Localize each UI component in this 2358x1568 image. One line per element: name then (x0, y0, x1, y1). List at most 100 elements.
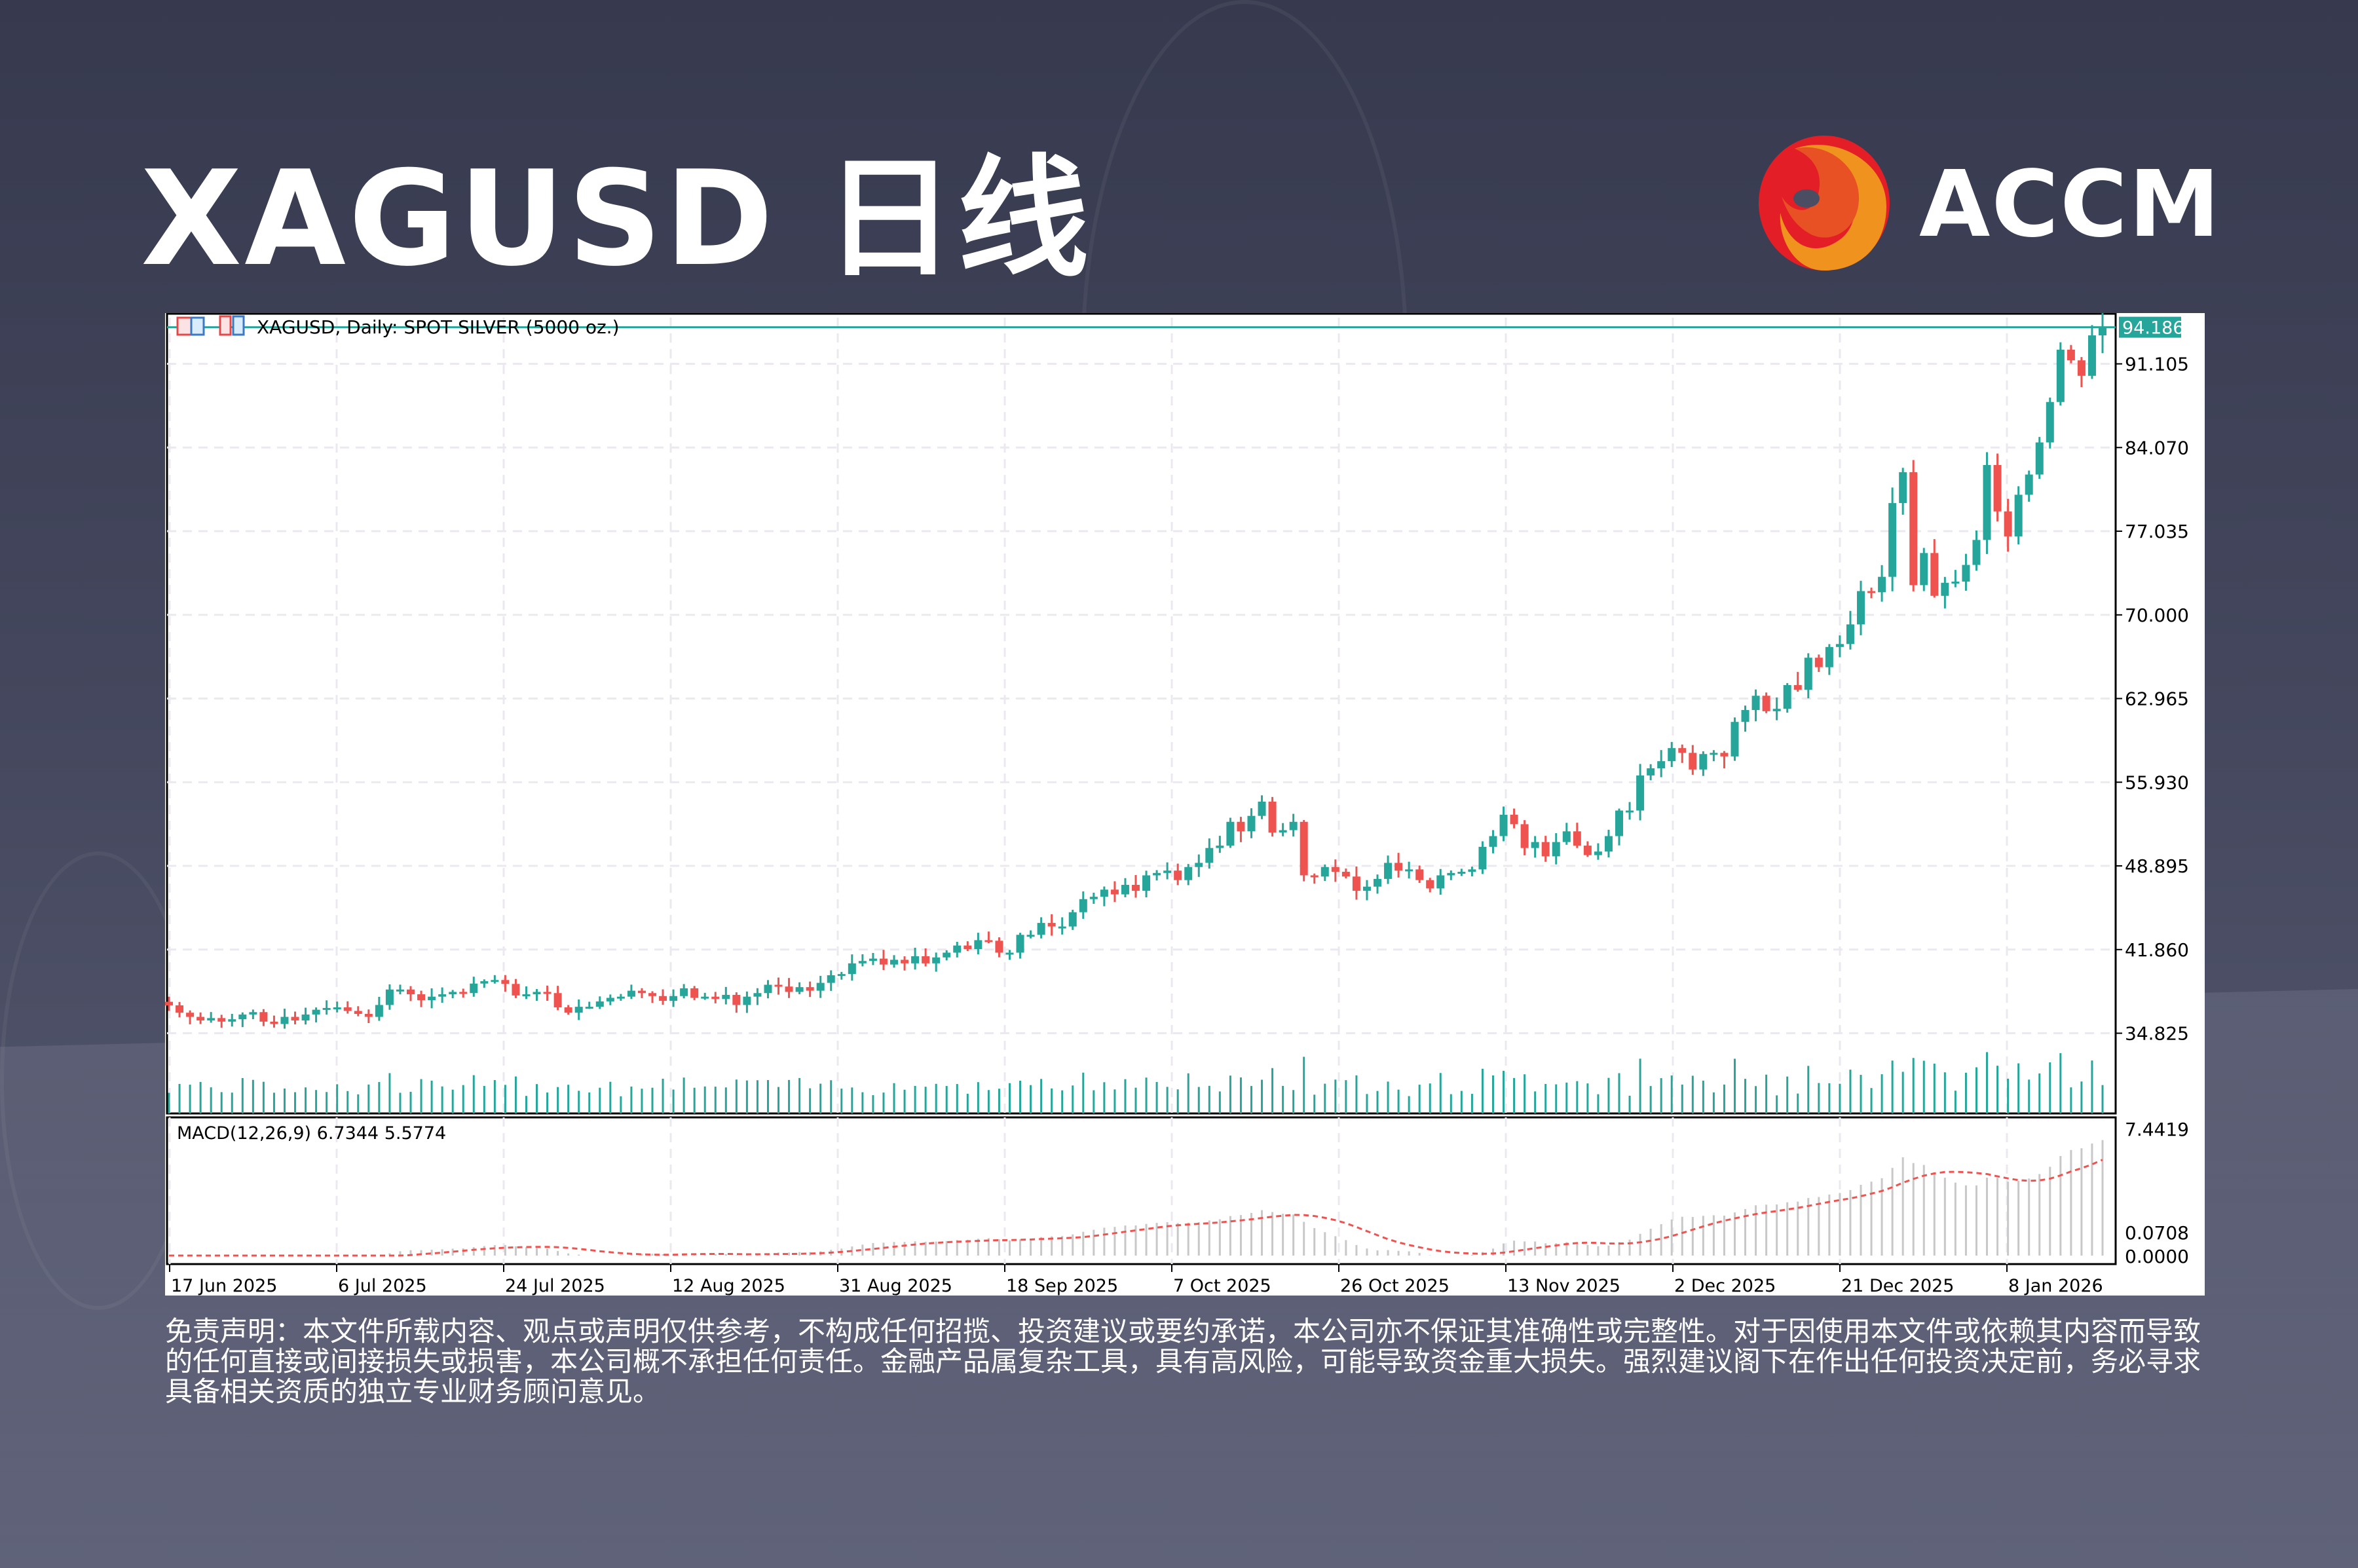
candle-up (606, 998, 614, 1001)
candle-up (1026, 935, 1035, 937)
candle-down (1352, 876, 1360, 891)
candle-down (1047, 923, 1056, 927)
macd-signal-line (169, 1159, 2103, 1257)
candle-up (1163, 870, 1172, 873)
y-tick-label: 91.105 (2125, 354, 2189, 375)
chart-template-icon-part (232, 315, 245, 336)
candle-up (616, 996, 625, 999)
candle-up (533, 992, 541, 995)
candle-up (1195, 863, 1203, 867)
x-tick-label: 8 Jan 2026 (2008, 1276, 2103, 1296)
candle-down (196, 1017, 205, 1020)
candle-up (816, 982, 825, 991)
brand-name: ACCM (1919, 151, 2222, 258)
candle-up (1016, 935, 1024, 953)
candle-down (1132, 884, 1140, 891)
candle-up (1499, 814, 1508, 836)
candle-up (1699, 754, 1708, 770)
candle-down (1174, 870, 1182, 880)
candle-up (2087, 335, 2096, 376)
candle-up (932, 957, 941, 963)
candle-up (1562, 831, 1571, 842)
candle-up (1005, 952, 1014, 955)
x-tick-label: 13 Nov 2025 (1507, 1276, 1620, 1296)
candle-up (974, 940, 982, 950)
candle-down (1426, 880, 1434, 889)
candle-up (491, 980, 499, 982)
candle-down (291, 1017, 299, 1020)
candle-down (922, 956, 930, 963)
candle-up (1899, 472, 1907, 504)
x-tick-label: 24 Jul 2025 (505, 1276, 605, 1296)
chart-template-icon (219, 315, 245, 336)
candle-up (1983, 464, 1991, 540)
candle-down (2067, 349, 2075, 361)
candle-up (1457, 872, 1466, 874)
candle-up (449, 992, 457, 995)
candle-up (1362, 886, 1371, 891)
x-tick-label: 2 Dec 2025 (1674, 1276, 1776, 1296)
candle-up (1384, 863, 1393, 879)
y-tick-label: 77.035 (2125, 521, 2189, 542)
x-tick-label: 18 Sep 2025 (1006, 1276, 1118, 1296)
candle-up (1489, 836, 1497, 847)
candle-down (1720, 753, 1729, 756)
candle-up (301, 1014, 310, 1020)
candle-down (417, 994, 426, 1001)
candle-down (659, 996, 667, 1001)
candle-down (343, 1007, 352, 1011)
candle-down (1268, 801, 1277, 833)
candle-down (1909, 472, 1918, 586)
candle-up (869, 958, 877, 961)
candle-up (280, 1017, 289, 1024)
candle-up (1825, 646, 1833, 667)
candle-down (459, 992, 468, 994)
candle-up (1878, 576, 1886, 593)
candle-up (1657, 761, 1666, 769)
candle-up (385, 989, 394, 1005)
y-tick-label: 34.825 (2125, 1023, 2189, 1045)
candle-up (743, 996, 751, 1005)
candle-up (764, 984, 772, 994)
candle-down (1331, 867, 1339, 872)
y-tick-label: 70.000 (2125, 605, 2189, 626)
candle-up (1962, 565, 1970, 582)
candle-up (585, 1007, 593, 1009)
candle-up (2035, 442, 2044, 475)
candle-down (176, 1005, 184, 1013)
candle-up (333, 1007, 341, 1010)
candle-up (1279, 830, 1287, 833)
candle-up (722, 994, 730, 999)
candle-up (1857, 591, 1865, 625)
candle-down (690, 988, 699, 998)
candle-up (322, 1007, 331, 1010)
candle-up (1846, 624, 1854, 644)
candle-down (1689, 753, 1697, 770)
candle-up (1941, 582, 1949, 596)
candle-down (984, 940, 993, 943)
y-tick-label: 41.860 (2125, 939, 2189, 961)
x-tick-label: 7 Oct 2025 (1173, 1276, 1271, 1296)
candle-up (1247, 815, 1256, 832)
candle-up (1468, 869, 1476, 872)
candle-up (2025, 474, 2033, 495)
candle-down (774, 984, 783, 987)
chart-panel: 91.105 84.070 77.035 70.000 62.965 55.930 48.8… (165, 313, 2205, 1296)
candle-up (1615, 810, 1623, 836)
candle-up (1636, 775, 1645, 811)
y-tick-label: 48.895 (2125, 855, 2189, 877)
x-tick-label: 17 Jun 2025 (171, 1276, 277, 1296)
candle-down (553, 993, 562, 1008)
accm-logo-icon (1759, 136, 1890, 271)
candle-up (953, 945, 962, 953)
candle-down (1573, 831, 1581, 846)
candle-up (1741, 710, 1750, 722)
candle-down (806, 987, 814, 991)
candle-up (1037, 923, 1045, 935)
candle-down (732, 994, 741, 1005)
candle-down (564, 1007, 572, 1013)
price-chart: 91.105 84.070 77.035 70.000 62.965 55.930 48.8… (165, 313, 2189, 1296)
macd-label: MACD(12,26,9) 6.7344 5.5774 (177, 1123, 446, 1144)
candle-up (480, 981, 489, 984)
candle-up (1205, 848, 1214, 863)
